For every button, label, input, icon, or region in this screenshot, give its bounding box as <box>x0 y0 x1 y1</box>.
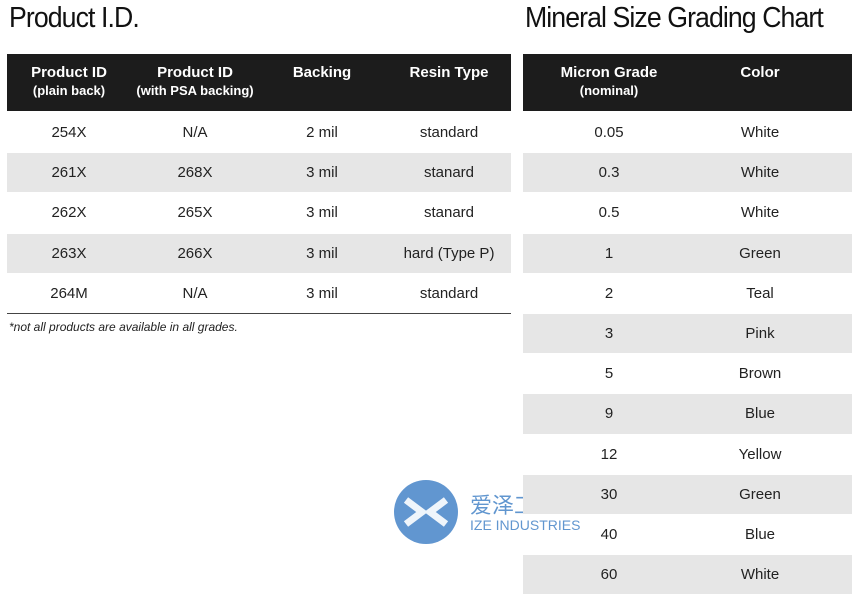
table-cell: 40 <box>600 526 618 543</box>
header-cell: Micron Grade (nominal) <box>529 64 689 100</box>
table-cell: Green <box>739 485 781 503</box>
footnote: *not all products are available in all g… <box>9 320 238 334</box>
table-row: 254X N/A 2 mil standard <box>7 113 511 152</box>
header-text: Color <box>740 64 780 81</box>
header-text: (with PSA backing) <box>136 83 254 98</box>
table-row: 12 Yellow <box>523 435 852 474</box>
watermark-logo <box>394 480 458 544</box>
table-cell: 266X <box>177 244 213 262</box>
header-cell: Resin Type <box>369 64 529 82</box>
table-cell: White <box>740 566 780 584</box>
table-cell: N/A <box>182 284 208 302</box>
table-cell: White <box>740 164 780 182</box>
header-text: Backing <box>292 64 352 81</box>
table-cell: Yellow <box>738 445 782 463</box>
table-row: 30 Green <box>523 474 852 514</box>
table-cell: standard <box>419 284 479 302</box>
table-row: 3 Pink <box>523 314 852 354</box>
table-cell: 2 mil <box>306 124 338 141</box>
table-row: 0.5 White <box>523 193 852 232</box>
table-row: 261X 268X 3 mil stanard <box>7 153 511 193</box>
header-text: Product ID <box>157 64 233 81</box>
table-cell: White <box>740 124 780 141</box>
table-cell: 3 mil <box>306 204 338 222</box>
table-cell: N/A <box>182 124 208 141</box>
watermark-subtitle: IZE INDUSTRIES <box>470 517 581 533</box>
header-text: (plain back) <box>32 83 106 98</box>
table-cell: Teal <box>746 284 774 302</box>
table-cell: 268X <box>177 164 213 182</box>
table-header: Product ID (plain back) Product ID (with PS… <box>7 54 511 111</box>
table-cell: 2 <box>604 284 614 302</box>
table-cell: 1 <box>604 244 614 262</box>
table-cell: 3 mil <box>306 244 338 262</box>
table-cell: 264M <box>50 284 88 302</box>
header-cell: Color <box>680 64 840 82</box>
table-row: 1 Green <box>523 233 852 273</box>
table-cell: stanard <box>423 164 475 182</box>
header-text: Micron Grade <box>560 64 658 81</box>
table-cell: 3 <box>604 325 614 342</box>
table-cell: 262X <box>51 204 87 222</box>
table-rule <box>7 313 511 314</box>
table-cell: 0.5 <box>598 204 620 222</box>
table-cell: 12 <box>600 445 618 463</box>
table-cell: Pink <box>745 325 775 342</box>
table-row: 0.05 White <box>523 113 852 152</box>
table-cell: 265X <box>177 204 213 222</box>
table-cell: Blue <box>744 526 776 543</box>
table-cell: 3 mil <box>306 284 338 302</box>
table-cell: 9 <box>604 405 614 423</box>
table-title: Product I.D. <box>9 2 140 34</box>
table-cell: Brown <box>738 365 782 383</box>
table-cell: 30 <box>600 485 618 503</box>
table-cell: 5 <box>604 365 614 383</box>
table-cell: 60 <box>600 566 618 584</box>
table-row: 40 Blue <box>523 515 852 554</box>
table-cell: 0.3 <box>598 164 620 182</box>
table-header: Micron Grade (nominal) Color <box>523 54 852 111</box>
table-cell: 0.05 <box>594 124 624 141</box>
table-cell: 3 mil <box>306 164 338 182</box>
table-row: 264M N/A 3 mil standard <box>7 274 511 313</box>
table-row: 5 Brown <box>523 354 852 393</box>
header-cell: Product ID (with PSA backing) <box>115 64 275 100</box>
table-row: 262X 265X 3 mil stanard <box>7 193 511 232</box>
table-cell: Blue <box>744 405 776 423</box>
table-row: 0.3 White <box>523 153 852 193</box>
table-cell: 254X <box>51 124 87 141</box>
table-cell: White <box>740 204 780 222</box>
table-cell: hard (Type P) <box>403 244 495 262</box>
table-cell: Green <box>739 244 781 262</box>
table-cell: 261X <box>51 164 87 182</box>
table-cell: 263X <box>51 244 87 262</box>
header-text: (nominal) <box>579 83 639 98</box>
header-text: Product ID <box>31 64 107 81</box>
table-title: Mineral Size Grading Chart <box>525 2 824 34</box>
table-row: 60 White <box>523 555 852 595</box>
table-row: 9 Blue <box>523 394 852 434</box>
table-cell: standard <box>419 124 479 141</box>
header-cell: Backing <box>242 64 402 82</box>
table-cell: stanard <box>423 204 475 222</box>
header-text: Resin Type <box>409 64 489 81</box>
table-row: 263X 266X 3 mil hard (Type P) <box>7 233 511 273</box>
header-cell: Product ID (plain back) <box>0 64 149 100</box>
table-row: 2 Teal <box>523 274 852 313</box>
